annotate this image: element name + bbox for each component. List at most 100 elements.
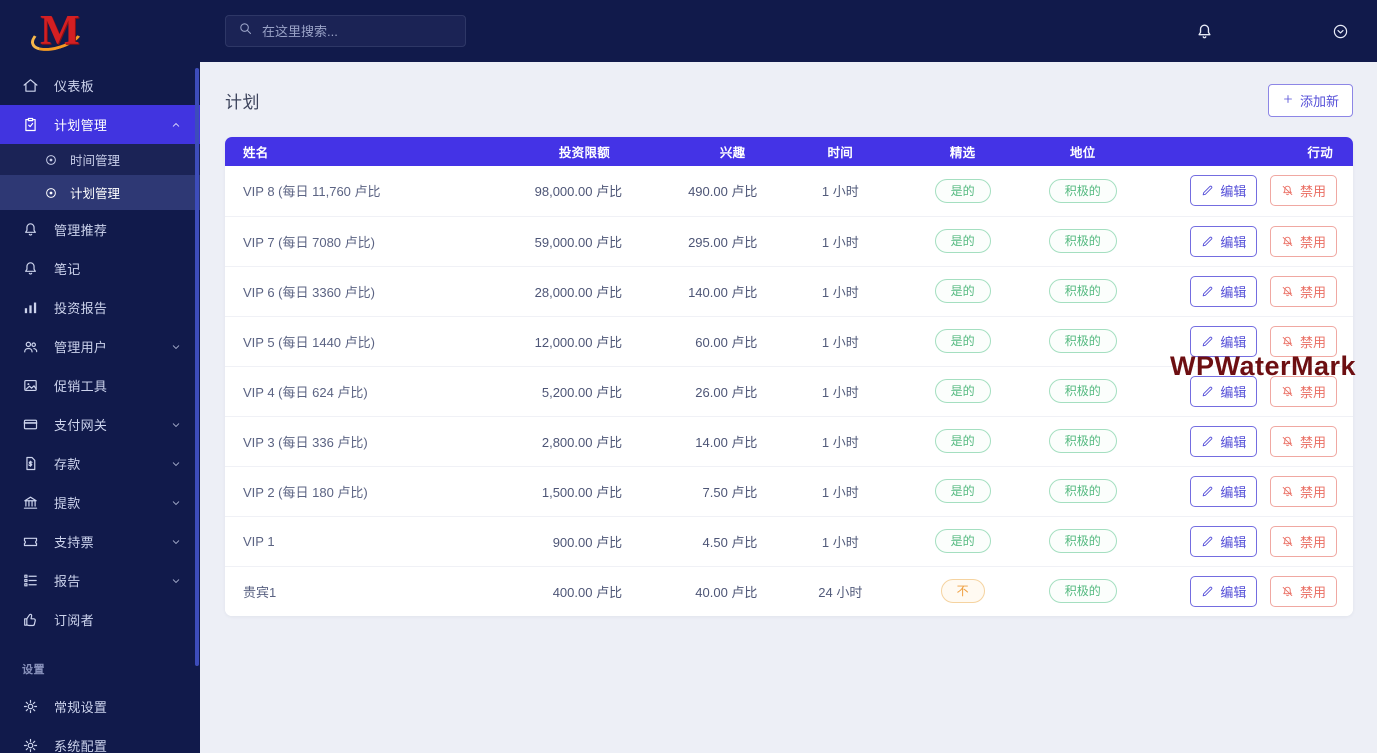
disable-button[interactable]: 禁用 (1269, 275, 1337, 307)
time-value: 1 小时 (775, 466, 906, 517)
investment-limit: 1,500.00 卢比 (500, 466, 641, 517)
add-new-button[interactable]: 添加新 (1267, 84, 1353, 117)
status-badge: 积极的 (1048, 479, 1117, 503)
circle-chevron-down-icon[interactable] (1332, 23, 1349, 40)
chevron-down-icon (172, 422, 180, 427)
plans-table-card: 姓名 投资限额 兴趣 时间 精选 地位 行动 VIP 8 (每日 11,760 卢比 98,… (225, 137, 1353, 616)
bell-icon[interactable] (1195, 22, 1214, 41)
pencil-icon (1203, 586, 1213, 597)
status-badge: 积极的 (1048, 579, 1117, 604)
table-row: VIP 5 (每日 1440 卢比) 12,000.00 卢比 60.00 卢比… (225, 316, 1353, 367)
interest-value: 295.00 卢比 (640, 216, 776, 267)
table-row: VIP 3 (每日 336 卢比) 2,800.00 卢比 14.00 卢比 1… (225, 416, 1353, 467)
bell-icon (1198, 23, 1211, 38)
plan-name: VIP 6 (每日 3360 卢比) (225, 266, 501, 317)
pencil-icon (1203, 436, 1213, 446)
plus-icon (1282, 93, 1294, 108)
table-row: VIP 6 (每日 3360 卢比) 28,000.00 卢比 140.00 卢… (225, 266, 1353, 317)
sidebar-item-withdrawals[interactable]: 提款 (0, 483, 200, 522)
disable-button[interactable]: 禁用 (1269, 325, 1337, 357)
bell-slash-icon (1282, 586, 1293, 596)
sidebar-item-payment-gateway[interactable]: 支付网关 (0, 405, 200, 444)
plan-name: VIP 1 (225, 516, 501, 567)
edit-button[interactable]: 编辑 (1190, 575, 1258, 607)
disable-button[interactable]: 禁用 (1269, 175, 1337, 207)
status-badge: 积极的 (1048, 178, 1117, 203)
plan-name: VIP 8 (每日 11,760 卢比 (225, 166, 501, 217)
pencil-icon (1203, 386, 1213, 396)
table-row: VIP 7 (每日 7080 卢比) 59,000.00 卢比 295.00 卢… (225, 216, 1353, 267)
search-box[interactable] (225, 15, 466, 47)
plan-name: VIP 2 (每日 180 卢比) (225, 466, 501, 517)
sidebar-item-deposits[interactable]: 存款 (0, 444, 200, 483)
gear-icon (23, 699, 38, 714)
interest-value: 490.00 卢比 (640, 166, 776, 217)
edit-button[interactable]: 编辑 (1190, 475, 1258, 507)
table-row: VIP 4 (每日 624 卢比) 5,200.00 卢比 26.00 卢比 1… (225, 366, 1353, 417)
sidebar-item-dashboard[interactable]: 仪表板 (0, 66, 200, 105)
time-value: 1 小时 (775, 416, 906, 467)
card-icon (23, 419, 38, 430)
gear-icon (23, 738, 38, 753)
search-icon (238, 21, 253, 41)
sidebar-scrollbar[interactable] (195, 68, 199, 666)
image-icon (24, 379, 37, 392)
brand-logo[interactable]: M (0, 0, 200, 62)
sidebar-item-reports[interactable]: 报告 (0, 561, 200, 600)
column-header: 地位 (1020, 137, 1146, 166)
disable-button[interactable]: 禁用 (1269, 525, 1337, 557)
plan-name: VIP 5 (每日 1440 卢比) (225, 316, 501, 367)
search-input[interactable] (262, 23, 453, 39)
sidebar-item-promotion-tools[interactable]: 促销工具 (0, 366, 200, 405)
page-title: 计划 (225, 93, 260, 112)
edit-button[interactable]: 编辑 (1190, 175, 1258, 207)
sidebar-item-manage-referral[interactable]: 管理推荐 (0, 210, 200, 249)
sidebar-subitem-time-management[interactable]: 时间管理 (0, 144, 200, 175)
time-value: 1 小时 (775, 166, 906, 217)
disable-button[interactable]: 禁用 (1269, 475, 1337, 507)
featured-badge: 是的 (934, 178, 991, 203)
bell-slash-icon (1282, 436, 1293, 446)
radio-icon (46, 154, 56, 165)
edit-button[interactable]: 编辑 (1190, 425, 1258, 457)
edit-button[interactable]: 编辑 (1190, 275, 1258, 307)
sidebar-item-notes[interactable]: 笔记 (0, 249, 200, 288)
sidebar-item-support-ticket[interactable]: 支持票 (0, 522, 200, 561)
column-header: 行动 (1145, 137, 1353, 166)
file-dollar-icon (26, 456, 36, 471)
edit-button[interactable]: 编辑 (1190, 225, 1258, 257)
disable-button[interactable]: 禁用 (1269, 575, 1337, 607)
sidebar-subitem-plan-management-sub[interactable]: 计划管理 (0, 175, 200, 210)
disable-button[interactable]: 禁用 (1269, 375, 1337, 407)
interest-value: 60.00 卢比 (640, 316, 776, 367)
plan-name: 贵宾1 (225, 566, 501, 616)
sidebar-item-subscribers[interactable]: 订阅者 (0, 600, 200, 639)
sidebar-item-investment-report[interactable]: 投资报告 (0, 288, 200, 327)
logo-icon: M (27, 5, 87, 57)
bell-slash-icon (1282, 536, 1293, 546)
status-badge: 积极的 (1048, 379, 1117, 403)
table-row: VIP 1 900.00 卢比 4.50 卢比 1 小时 是的 积极的 编辑 禁… (225, 516, 1353, 567)
bell-icon (25, 262, 36, 275)
time-value: 1 小时 (775, 366, 906, 417)
sidebar-item-general-settings[interactable]: 常规设置 (0, 687, 200, 726)
disable-button[interactable]: 禁用 (1269, 425, 1337, 457)
time-value: 1 小时 (775, 316, 906, 367)
sidebar-item-system-configuration[interactable]: 系统配置 (0, 726, 200, 753)
disable-button[interactable]: 禁用 (1269, 225, 1337, 257)
featured-badge: 是的 (934, 279, 991, 303)
plans-table: 姓名 投资限额 兴趣 时间 精选 地位 行动 VIP 8 (每日 11,760 卢比 98,… (225, 137, 1353, 616)
home-icon (23, 79, 38, 92)
sidebar-item-manage-users[interactable]: 管理用户 (0, 327, 200, 366)
edit-button[interactable]: 编辑 (1190, 325, 1258, 357)
sidebar-item-plan-management[interactable]: 计划管理 (0, 105, 200, 144)
edit-button[interactable]: 编辑 (1190, 375, 1258, 407)
investment-limit: 98,000.00 卢比 (500, 166, 641, 217)
edit-button[interactable]: 编辑 (1190, 525, 1258, 557)
sidebar: M 仪表板 计划管理 时间管理 计划管理 管理推荐 笔记 投资报告 管理用户 (0, 0, 200, 753)
featured-badge: 是的 (934, 479, 991, 503)
users-icon (24, 341, 38, 353)
column-header: 兴趣 (640, 137, 776, 166)
